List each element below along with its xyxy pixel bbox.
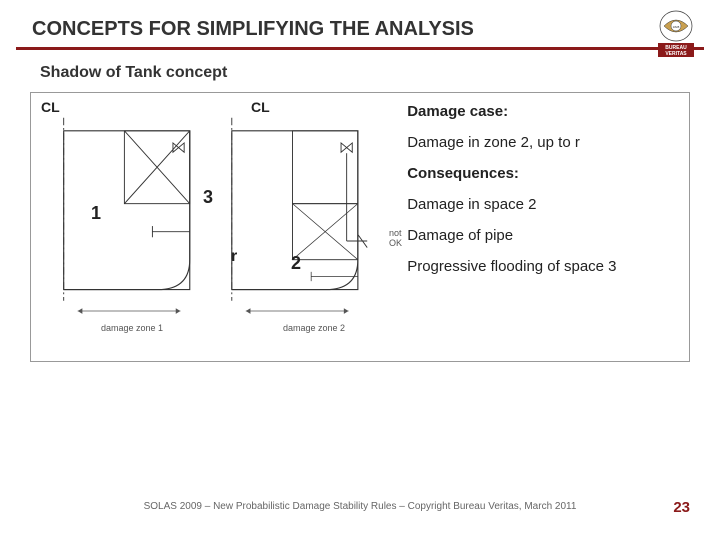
r-label: r [231, 248, 237, 266]
consequences-heading: Consequences: [407, 165, 677, 182]
space-2-label: 2 [291, 253, 301, 274]
page-number: 23 [673, 499, 690, 516]
damage-case-line: Damage in zone 2, up to r [407, 134, 677, 151]
damage-case-heading: Damage case: [407, 103, 677, 120]
diagram-area: CL CL 1 3 2 r not OK damage zone 1 damag… [31, 93, 395, 361]
title-bar: CONCEPTS FOR SIMPLIFYING THE ANALYSIS [16, 0, 704, 50]
page-title: CONCEPTS FOR SIMPLIFYING THE ANALYSIS [32, 18, 704, 41]
svg-text:1828: 1828 [673, 25, 680, 29]
consequence-1: Damage in space 2 [407, 196, 677, 213]
subheading: Shadow of Tank concept [40, 64, 720, 82]
space-3-label: 3 [203, 187, 213, 208]
content-box: CL CL 1 3 2 r not OK damage zone 1 damag… [30, 92, 690, 362]
damage-zone-2-label: damage zone 2 [283, 323, 345, 333]
footer-text: SOLAS 2009 – New Probabilistic Damage St… [0, 501, 720, 512]
cl-right-label: CL [251, 99, 270, 115]
space-1-label: 1 [91, 203, 101, 224]
not-ok-label: not OK [389, 228, 402, 248]
tank-diagram [31, 93, 395, 361]
text-area: Damage case: Damage in zone 2, up to r C… [395, 93, 689, 361]
consequence-2: Damage of pipe [407, 227, 677, 244]
consequence-3: Progressive flooding of space 3 [407, 258, 677, 275]
damage-zone-1-label: damage zone 1 [101, 323, 163, 333]
bureau-veritas-logo: 1828 BUREAU VERITAS [656, 10, 696, 60]
cl-left-label: CL [41, 99, 60, 115]
svg-text:VERITAS: VERITAS [665, 51, 687, 57]
